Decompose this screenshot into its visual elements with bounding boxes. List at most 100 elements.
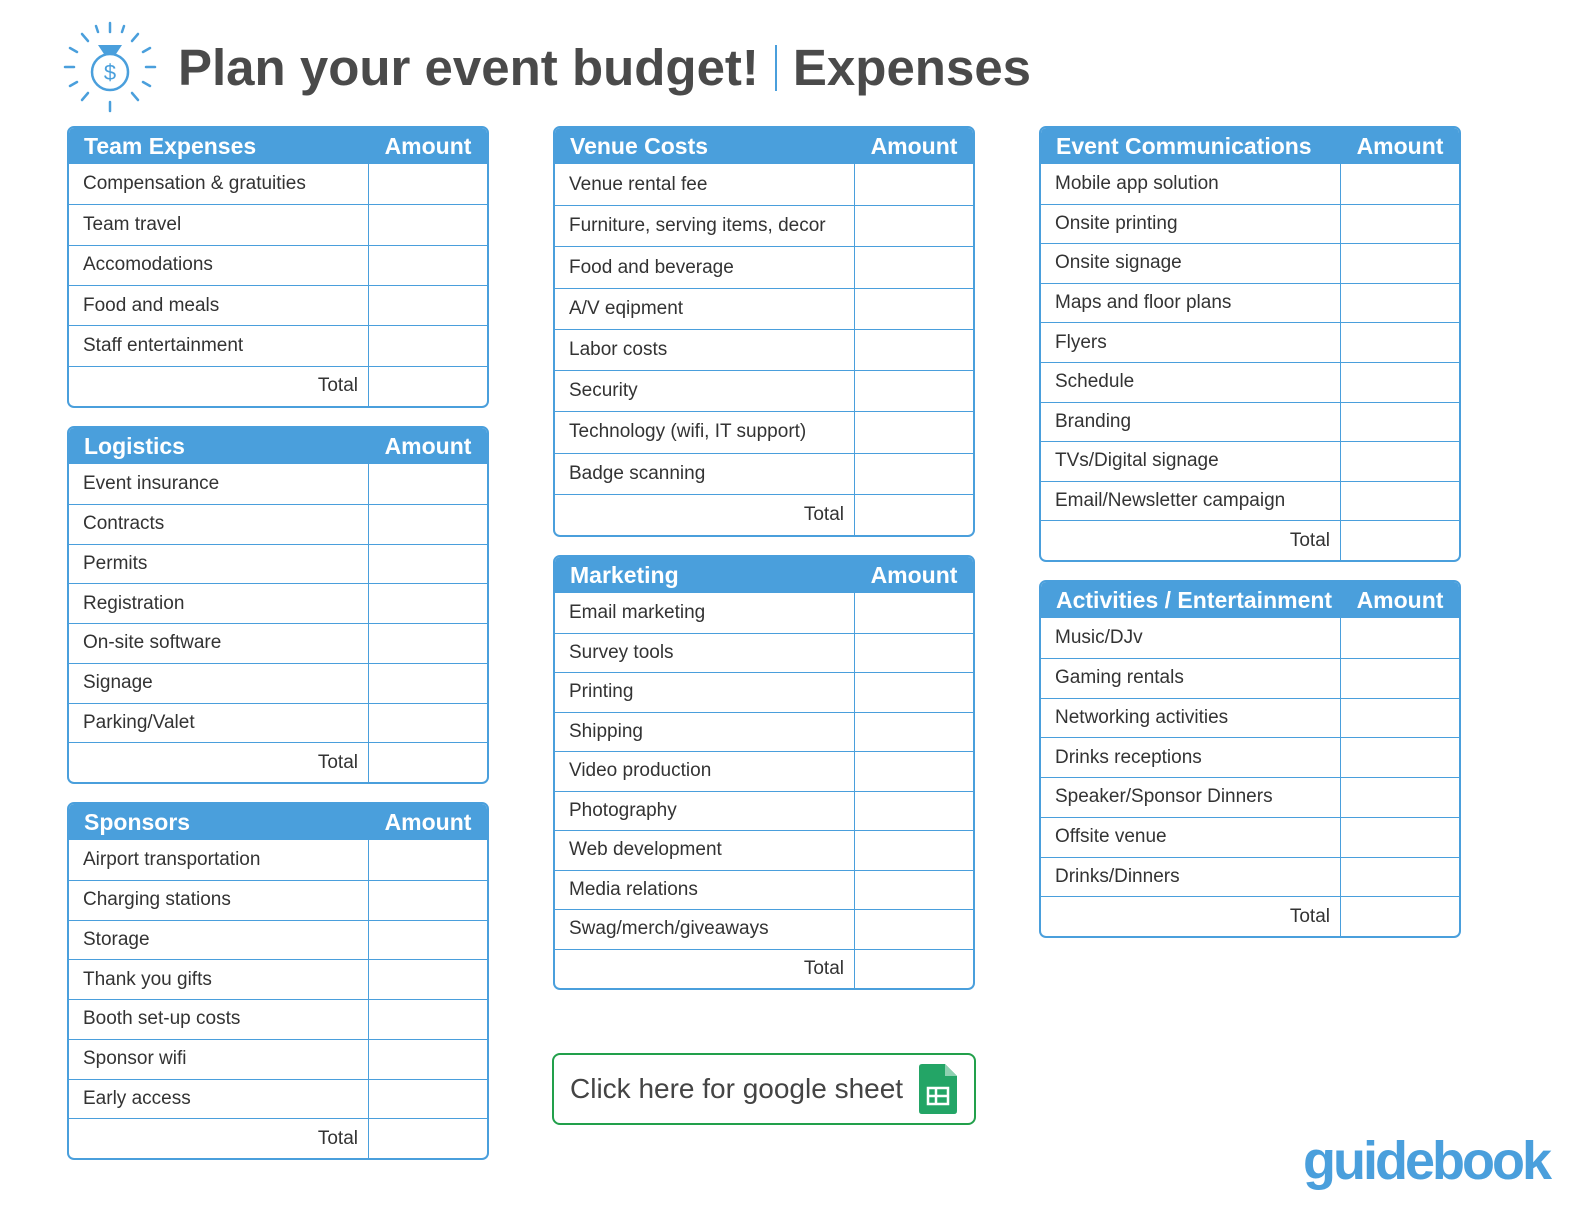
logo: guidebook — [1303, 1131, 1552, 1191]
amount-cell[interactable] — [368, 663, 487, 703]
amount-cell[interactable] — [1340, 698, 1459, 738]
amount-cell[interactable] — [1340, 323, 1459, 362]
table-body: Music/DJv Gaming rentals Networking activi… — [1041, 618, 1459, 936]
table-row: Schedule — [1041, 361, 1459, 402]
amount-cell[interactable] — [1340, 362, 1459, 402]
amount-cell[interactable] — [368, 1039, 487, 1079]
total-cell[interactable] — [368, 366, 487, 406]
amount-cell[interactable] — [368, 164, 487, 205]
table-row: Parking/Valet — [69, 702, 487, 743]
table-body: Event insurance Contracts Permits Registrat… — [69, 464, 487, 782]
total-label: Total — [317, 375, 358, 397]
row-label: Early access — [83, 1087, 191, 1109]
amount-cell[interactable] — [368, 504, 487, 544]
table-header: Team Expenses Amount — [69, 128, 487, 164]
table-body: Email marketing Survey tools Printing Shipp… — [555, 593, 973, 988]
amount-cell[interactable] — [1340, 481, 1459, 521]
row-label: Drinks receptions — [1055, 746, 1202, 768]
table-header: Activities / Entertainment Amount — [1041, 582, 1459, 618]
total-row: Total — [555, 493, 973, 535]
amount-cell[interactable] — [854, 752, 973, 791]
table-row: Signage — [69, 662, 487, 703]
row-label: Branding — [1055, 410, 1132, 432]
amount-cell[interactable] — [854, 371, 973, 412]
amount-cell[interactable] — [1340, 283, 1459, 323]
amount-cell[interactable] — [854, 673, 973, 712]
table-row: Speaker/Sponsor Dinners — [1041, 777, 1459, 817]
amount-cell[interactable] — [1340, 442, 1459, 481]
total-cell[interactable] — [854, 949, 973, 988]
amount-cell[interactable] — [1340, 402, 1459, 442]
amount-cell[interactable] — [1340, 817, 1459, 857]
row-label: Team travel — [83, 213, 182, 235]
amount-cell[interactable] — [368, 920, 487, 960]
amount-cell[interactable] — [854, 791, 973, 830]
table-row: A/V eqipment — [555, 287, 973, 329]
total-cell[interactable] — [368, 1119, 487, 1158]
separator — [774, 45, 777, 91]
total-row: Total — [1041, 896, 1459, 936]
row-label: Registration — [83, 592, 185, 614]
amount-cell[interactable] — [854, 206, 973, 247]
amount-cell[interactable] — [854, 329, 973, 371]
amount-cell[interactable] — [368, 584, 487, 623]
table-title: Activities / Entertainment — [1056, 586, 1333, 613]
amount-cell[interactable] — [854, 831, 973, 870]
row-label: Mobile app solution — [1055, 172, 1219, 194]
amount-cell[interactable] — [854, 288, 973, 329]
amount-cell[interactable] — [1340, 857, 1459, 897]
amount-cell[interactable] — [854, 453, 973, 494]
amount-cell[interactable] — [368, 624, 487, 663]
table-row: Contracts — [69, 503, 487, 544]
amount-cell[interactable] — [854, 247, 973, 288]
row-label: Maps and floor plans — [1055, 292, 1232, 314]
amount-cell[interactable] — [1340, 164, 1459, 204]
amount-cell[interactable] — [854, 633, 973, 672]
table-row: Printing — [555, 672, 973, 712]
amount-cell[interactable] — [854, 593, 973, 633]
row-label: Charging stations — [83, 889, 231, 911]
amount-cell[interactable] — [1340, 244, 1459, 283]
row-label: Accomodations — [83, 254, 213, 276]
total-cell[interactable] — [1340, 897, 1459, 936]
table-body: Compensation & gratuities Team travel Acco… — [69, 164, 487, 406]
sheets-icon[interactable] — [919, 1064, 958, 1114]
total-cell[interactable] — [854, 494, 973, 535]
amount-cell[interactable] — [368, 880, 487, 920]
amount-cell[interactable] — [368, 464, 487, 504]
amount-cell[interactable] — [854, 870, 973, 909]
amount-cell[interactable] — [368, 205, 487, 245]
amount-cell[interactable] — [854, 412, 973, 453]
amount-cell[interactable] — [1340, 618, 1459, 658]
table-row: Furniture, serving items, decor — [555, 205, 973, 247]
amount-cell[interactable] — [368, 960, 487, 999]
amount-cell[interactable] — [1340, 738, 1459, 777]
amount-cell[interactable] — [854, 910, 973, 949]
amount-cell[interactable] — [1340, 658, 1459, 698]
amount-cell[interactable] — [368, 285, 487, 326]
amount-cell[interactable] — [854, 712, 973, 751]
amount-cell[interactable] — [368, 1000, 487, 1039]
amount-cell[interactable] — [368, 840, 487, 880]
row-label: Printing — [569, 681, 634, 703]
amount-cell[interactable] — [368, 1079, 487, 1119]
total-label: Total — [1289, 529, 1330, 551]
table-row: Branding — [1041, 401, 1459, 442]
amount-cell[interactable] — [368, 544, 487, 584]
amount-cell[interactable] — [368, 326, 487, 366]
total-cell[interactable] — [368, 743, 487, 782]
amount-cell[interactable] — [368, 245, 487, 285]
amount-cell[interactable] — [1340, 204, 1459, 244]
table-row: Badge scanning — [555, 452, 973, 494]
button-label[interactable]: Click here for google sheet — [570, 1073, 904, 1104]
table-row: Technology (wifi, IT support) — [555, 411, 973, 453]
table-row: Networking activities — [1041, 697, 1459, 738]
table-row: Onsite printing — [1041, 203, 1459, 244]
total-cell[interactable] — [1340, 521, 1459, 560]
google-sheet-button[interactable]: Click here for google sheet — [552, 1053, 976, 1125]
amount-cell[interactable] — [368, 703, 487, 743]
amount-cell[interactable] — [1340, 778, 1459, 817]
amount-cell[interactable] — [854, 164, 973, 206]
budget-table: Activities / Entertainment Amount Music/DJ… — [1039, 580, 1461, 938]
